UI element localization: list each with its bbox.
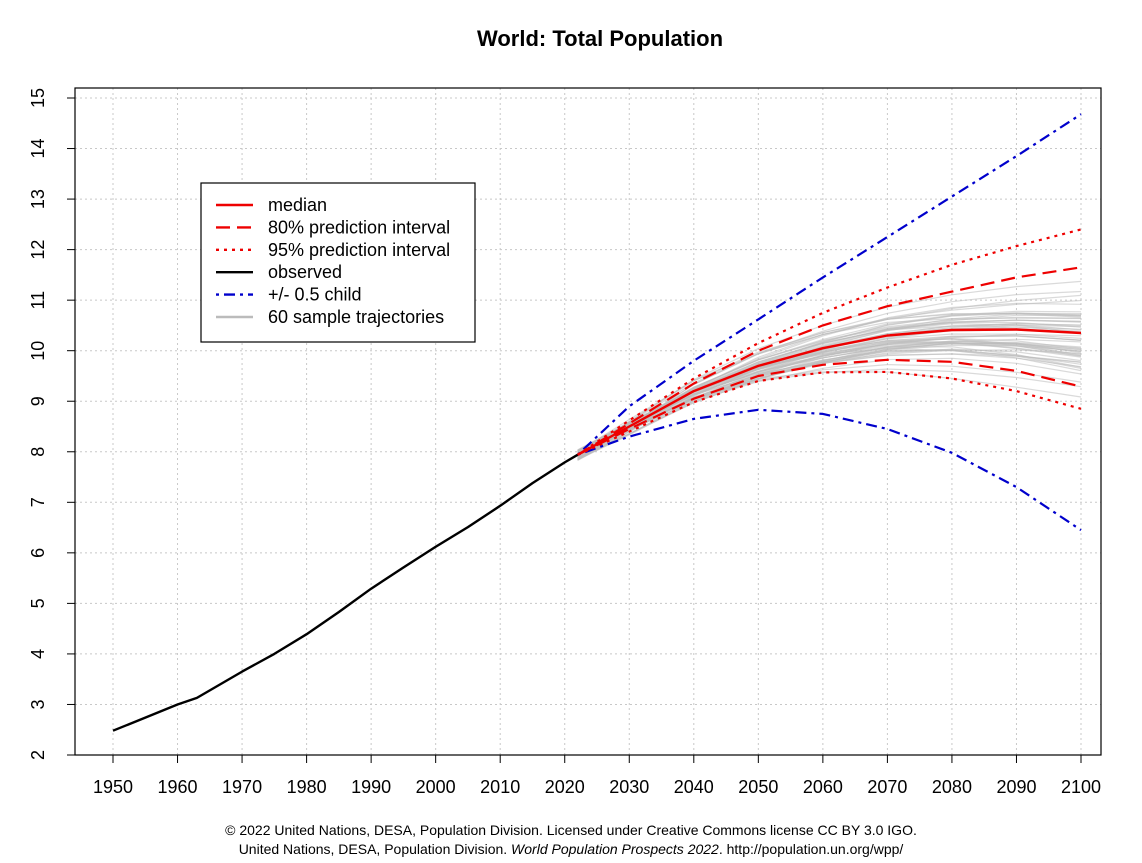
sample-trajectory-line (577, 368, 1082, 455)
y-axis: 2 3 4 5 6 7 8 9 10 11 12 13 14 15 (28, 88, 75, 760)
y-tick-label: 9 (28, 396, 48, 406)
footer-publication: World Population Prospects 2022 (511, 841, 719, 857)
x-tick-label: 2050 (738, 777, 778, 797)
x-tick-label: 2090 (996, 777, 1036, 797)
sample-trajectory-line (577, 326, 1082, 452)
y-tick-label: 4 (28, 649, 48, 659)
population-chart: World: Total Population 1950 1960 1970 1980… (28, 26, 1102, 797)
series-line-80-prediction-interval-upper (577, 266, 1082, 456)
x-axis: 1950 1960 1970 1980 1990 2000 2010 2020 2030 2040… (93, 755, 1101, 797)
x-tick-label: 2070 (867, 777, 907, 797)
footer-citation: United Nations, DESA, Population Divisio… (238, 841, 512, 857)
legend-label: observed (268, 262, 342, 282)
legend-box (200, 182, 476, 343)
legend-label: +/- 0.5 child (268, 285, 362, 305)
sample-trajectory-line (577, 349, 1082, 457)
y-tick-label: 6 (28, 548, 48, 558)
sample-trajectories (577, 280, 1082, 462)
series-line-observed (112, 453, 579, 732)
x-tick-label: 1960 (158, 777, 198, 797)
sample-trajectory-line (577, 324, 1082, 452)
sample-trajectory-line (577, 349, 1082, 452)
y-tick-label: 8 (28, 447, 48, 457)
legend-label: 60 sample trajectories (268, 307, 444, 327)
chart-title: World: Total Population (477, 26, 723, 51)
x-tick-label: 1970 (222, 777, 262, 797)
sample-trajectory-line (577, 347, 1082, 460)
x-tick-label: 2000 (416, 777, 456, 797)
series-line-95-prediction-interval-lower (577, 370, 1082, 456)
legend-label: 80% prediction interval (268, 217, 450, 237)
y-tick-label: 2 (28, 750, 48, 760)
series-line-median (577, 328, 1082, 456)
y-tick-label: 12 (28, 240, 48, 260)
series-line-0-5-child-lower (577, 408, 1082, 532)
y-tick-label: 7 (28, 497, 48, 507)
y-tick-label: 15 (28, 88, 48, 108)
y-tick-label: 13 (28, 189, 48, 209)
y-tick-label: 3 (28, 699, 48, 709)
series-lines (112, 113, 1082, 732)
sample-trajectory-line (577, 346, 1082, 461)
x-tick-label: 2100 (1061, 777, 1101, 797)
y-tick-label: 14 (28, 139, 48, 159)
sample-trajectory-line (577, 348, 1082, 458)
x-tick-label: 2060 (803, 777, 843, 797)
sample-trajectory-line (577, 294, 1082, 453)
x-tick-label: 1980 (287, 777, 327, 797)
y-tick-label: 10 (28, 341, 48, 361)
y-tick-label: 11 (28, 291, 48, 310)
x-tick-label: 1990 (351, 777, 391, 797)
y-tick-label: 5 (28, 598, 48, 608)
footer-url: . http://population.un.org/wpp/ (718, 841, 904, 857)
x-tick-label: 1950 (93, 777, 133, 797)
x-tick-label: 2030 (609, 777, 649, 797)
plot-frame (74, 87, 1102, 756)
x-tick-label: 2080 (932, 777, 972, 797)
footer-line-2: United Nations, DESA, Population Divisio… (0, 841, 1142, 858)
x-tick-label: 2010 (480, 777, 520, 797)
legend-label: median (268, 195, 327, 215)
sample-trajectory-line (577, 363, 1082, 455)
series-line-0-5-child-upper (576, 113, 1082, 456)
legend-label: 95% prediction interval (268, 240, 450, 260)
series-line-95-prediction-interval-upper (576, 228, 1082, 456)
x-tick-label: 2040 (674, 777, 714, 797)
sample-trajectory-line (577, 299, 1082, 456)
series-line-80-prediction-interval-lower (577, 358, 1082, 456)
footer-line-1: © 2022 United Nations, DESA, Population … (225, 822, 917, 838)
x-tick-label: 2020 (545, 777, 585, 797)
